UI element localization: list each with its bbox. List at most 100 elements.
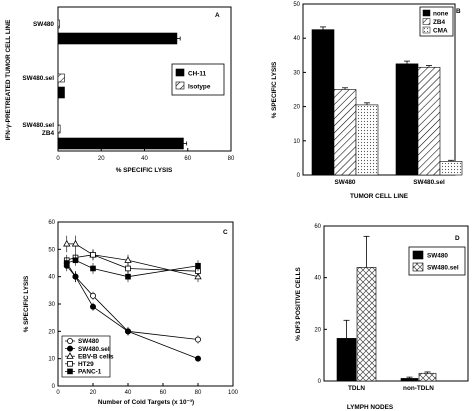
panel-a-category-label: ZB4 [42,130,55,137]
panel-b-y-tick-label: 0 [297,173,301,179]
panel-a-legend-swatch [175,68,185,77]
panel-b-legend-label: none [433,11,449,18]
panel-d-y-tick-label: 20 [314,327,321,333]
panel-a-category-label: SW480 [33,21,54,28]
panel-c-x-axis-label: Number of Cold Targets (x 10⁻³) [98,399,194,406]
panel-b-legend-swatch [422,18,431,25]
panel-b-y-axis-label: % SPECIFIC LYSIS [271,61,278,118]
panel-b-legend-label: ZB4 [433,19,446,26]
panel-a-y-axis-label: IFN-γ-PRETREATED TUMOR CELL LINE [5,19,12,141]
panel-a-x-tick-label: 0 [56,156,60,162]
panel-c-legend-marker [67,360,73,367]
panel-c-point-sw480-sel [90,303,97,310]
panel-c-point-sw480 [90,292,97,299]
panel-a-x-axis-label: % SPECIFIC LYSIS [116,167,173,174]
panel-d-legend-label: SW480.sel [427,265,459,272]
panel-d-chart: D LYMPH NODES % DF3 POSITIVE CELLS 0 20 40… [295,224,469,411]
panel-d-y-tick-label: 40 [314,276,321,282]
panel-c-legend-marker [66,352,74,359]
panel-d-y-tick-label: 60 [314,224,321,230]
panel-c-point-ebv-b-cells [63,239,71,247]
panel-c-line-sw480 [66,262,199,340]
panel-c-point-ebv-b-cells [71,239,80,247]
panel-b-chart: B TUMOR CELL LINE % SPECIFIC LYSIS 0 10 20… [271,2,463,200]
panel-a-legend-label: CH-11 [188,71,207,78]
panel-c-point-panc-1 [125,273,131,280]
panel-a-category-label: SW480.sel [22,75,54,82]
panel-a-x-tick-label: 80 [228,156,235,162]
panel-b-y-tick-label: 10 [293,139,300,145]
panel-b-bar-zb4 [333,89,357,176]
panel-d-category-label: non-TDLN [403,385,434,392]
panel-a-legend-label: Isotype [188,84,211,91]
panel-c-y-axis-label: % SPECIFIC LYSIS [23,275,30,332]
panel-b-legend-label: CMA [433,28,448,35]
panel-b-legend-swatch [422,26,431,34]
panel-c-legend-label: HT29 [78,361,94,368]
panel-c-point-panc-1 [90,265,96,272]
panel-b-y-tick-label: 50 [293,2,300,8]
panel-b-x-axis-label: TUMOR CELL LINE [350,193,409,200]
panel-c-point-sw480 [194,336,201,343]
panel-a-bar-ch-11 [57,86,65,99]
panel-c-y-tick-label: 10 [48,357,55,363]
panel-c-point-panc-1 [72,257,79,264]
panel-c-x-tick-label: 20 [90,390,97,396]
panel-c-point-ht29 [90,251,96,258]
panel-d-letter: D [455,235,460,242]
panel-b-category-label: SW480 [335,179,356,186]
panel-d-frame [323,225,469,382]
panel-a-bar-isotype [57,19,60,29]
panel-b-category-label: SW480.sel [413,179,445,186]
panel-c-x-tick-label: 0 [56,390,60,396]
panel-b-legend-swatch [422,9,431,17]
panel-c-legend-label: PANC-1 [78,369,102,376]
panel-d-bar-sw480-sel [356,267,377,382]
panel-a-bar-ch-11 [57,32,178,45]
panel-c-y-tick-label: 30 [48,302,55,308]
panel-c-x-tick-label: 100 [228,390,239,396]
panel-b-bar-cma [355,104,379,176]
panel-d-legend-label: SW480 [427,253,448,260]
panel-c-legend-label: SW480.sel [78,346,110,353]
panel-c-y-tick-label: 0 [52,384,56,390]
panel-c-legend-marker [67,368,73,375]
panel-d-bar-sw480-sel [418,372,437,382]
panel-a-x-tick-label: 40 [141,156,148,162]
panel-b-frame [302,3,456,176]
panel-c-point-ht29 [125,265,131,272]
panel-c-point-sw480-sel [125,328,132,335]
panel-c-point-sw480-sel [194,355,201,362]
panel-d-bar-sw480 [336,338,357,382]
panel-d-bar-sw480 [400,378,419,382]
panel-c-line-ebv-b-cells [66,243,199,278]
panel-d-x-axis-label: LYMPH NODES [347,404,394,411]
panel-c-y-tick-label: 40 [48,275,55,281]
panel-c-x-tick-label: 40 [125,390,132,396]
panel-a-legend-box [171,63,225,96]
panel-c-point-ebv-b-cells [124,256,132,263]
panel-a-bar-ch-11 [57,137,184,150]
panel-c-y-tick-label: 60 [48,220,55,226]
panel-a-legend-swatch [175,81,185,90]
panel-b-y-tick-label: 40 [293,36,300,42]
panel-c-legend-marker [67,337,74,344]
panel-d-y-axis-label: % DF3 POSITIVE CELLS [295,267,302,341]
panel-d-category-label: TDLN [348,385,365,392]
panel-b-bar-none [311,29,335,176]
panel-b-y-tick-label: 30 [293,70,300,76]
panel-c-point-sw480-sel [72,273,79,280]
panel-b-bar-cma [439,161,463,176]
panel-a-x-tick-label: 20 [98,156,105,162]
panel-b-bar-zb4 [417,66,441,176]
panel-c-letter: C [223,229,228,236]
panel-d-legend-swatch [412,250,424,260]
panel-a-bar-isotype [57,73,65,83]
panel-d-legend-swatch [412,262,424,272]
panel-c-y-tick-label: 50 [48,247,55,253]
panel-c-legend-label: SW480 [78,338,99,345]
panel-d-y-tick-label: 0 [318,379,322,385]
panel-b-letter: B [456,8,461,15]
panel-c-x-tick-label: 60 [160,390,167,396]
